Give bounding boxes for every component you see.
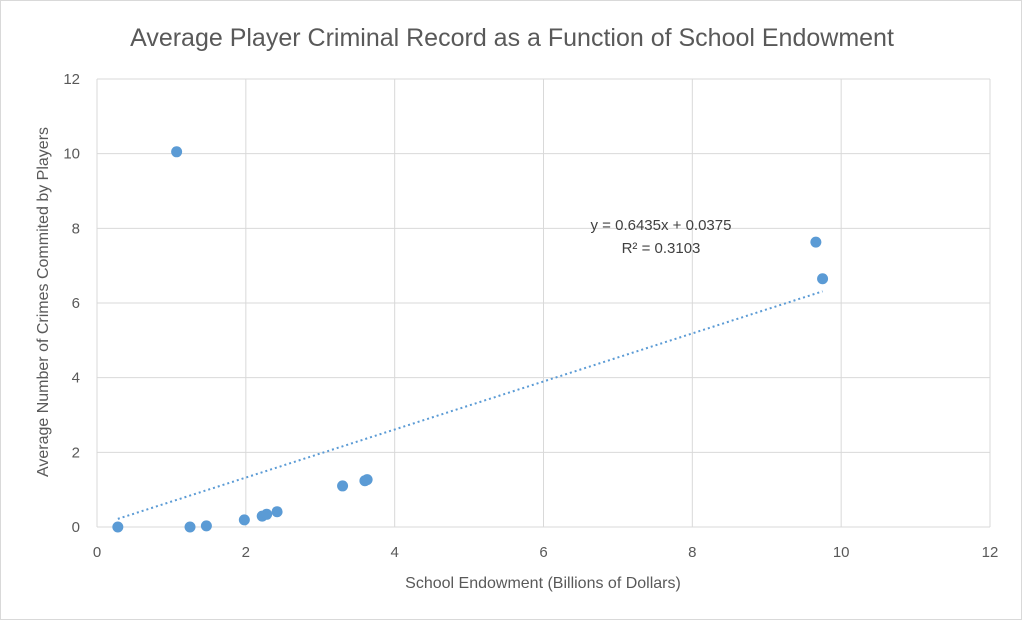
data-point: [200, 520, 212, 532]
trendline: [117, 290, 823, 520]
data-point: [817, 273, 829, 285]
data-point: [238, 514, 250, 526]
y-tick-label: 10: [63, 146, 80, 163]
y-tick-label: 2: [72, 444, 80, 461]
data-point: [184, 521, 196, 533]
gridlines: [96, 78, 991, 528]
x-tick-label: 8: [688, 544, 696, 561]
x-tick-label: 10: [833, 544, 850, 561]
y-tick-label: 0: [72, 519, 80, 536]
tick-labels: 0 2 4 6 8 10 12 0 2 4 6 8 10 12: [63, 71, 998, 561]
trendline-layer: [117, 290, 823, 520]
data-point: [261, 508, 273, 520]
x-tick-label: 6: [539, 544, 547, 561]
data-point: [361, 474, 373, 486]
y-axis-title: Average Number of Crimes Commited by Pla…: [35, 127, 52, 477]
data-point: [112, 521, 124, 533]
x-axis-title: School Endowment (Billions of Dollars): [405, 575, 681, 592]
chart-title: Average Player Criminal Record as a Func…: [130, 24, 894, 52]
y-tick-label: 4: [72, 370, 80, 387]
x-tick-label: 12: [982, 544, 999, 561]
data-point: [810, 236, 822, 248]
trendline-equation-label: y = 0.6435x + 0.0375: [591, 217, 732, 234]
x-tick-label: 0: [93, 544, 101, 561]
data-points: [112, 146, 829, 533]
y-tick-label: 8: [72, 220, 80, 237]
data-point: [271, 506, 283, 518]
data-point: [171, 146, 183, 158]
trendline-r2-label: R² = 0.3103: [622, 240, 701, 257]
y-tick-label: 12: [63, 71, 80, 88]
x-tick-label: 4: [390, 544, 398, 561]
y-tick-label: 6: [72, 295, 80, 312]
x-tick-label: 2: [242, 544, 250, 561]
data-point: [337, 480, 349, 492]
